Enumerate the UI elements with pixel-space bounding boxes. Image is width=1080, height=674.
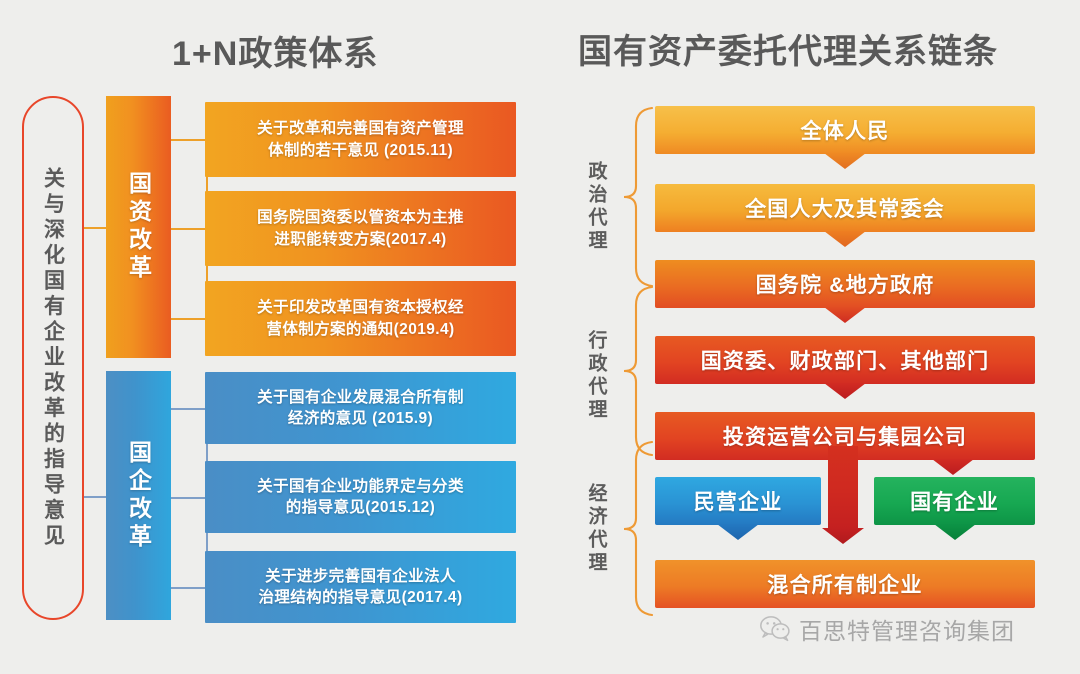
chain-box-3[interactable]: 国资委、财政部门、其他部门 <box>655 336 1035 399</box>
document-line-1: 关于国有企业功能界定与分类 <box>257 477 464 495</box>
root-policy-capsule <box>22 96 84 620</box>
connector-category-1-doc-3 <box>171 408 207 410</box>
chain-box-0[interactable]: 全体人民 <box>655 106 1035 169</box>
document-line-1: 关于进步完善国有企业法人 <box>265 567 456 585</box>
document-line-2: 体制的若干意见 (2015.11) <box>267 141 454 159</box>
document-line-2: 进职能转变方案(2017.4) <box>274 230 447 248</box>
document-box-3[interactable]: 关于国有企业发展混合所有制 经济的意见 (2015.9) <box>205 372 516 444</box>
policy-system-panel: 1+N政策体系 关与深化国有企业改革的指导意见 国资改革 国企改革 关于改革和完… <box>22 35 516 623</box>
document-line-1: 关于改革和完善国有资产管理 <box>257 120 464 138</box>
document-line-2: 营体制方案的通知(2019.4) <box>266 320 455 338</box>
chain-box-label: 国资委、财政部门、其他部门 <box>700 350 990 373</box>
category-bar-guozi-reform[interactable]: 国资改革 <box>106 96 171 358</box>
document-line-1: 关于国有企业发展混合所有制 <box>257 388 464 406</box>
chain-box-label: 全体人民 <box>800 120 890 143</box>
page-title-left: 1+N政策体系 <box>172 35 379 73</box>
connector-category-0-doc-2 <box>171 318 207 320</box>
document-box-2[interactable]: 关于印发改革国有资本授权经 营体制方案的通知(2019.4) <box>205 281 516 356</box>
chain-box-6[interactable]: 国有企业 <box>874 477 1035 540</box>
category-bar-guoqi-reform[interactable]: 国企改革 <box>106 371 171 620</box>
connector-investment-to-mixed <box>828 446 858 529</box>
chain-box-5[interactable]: 民营企业 <box>655 477 821 540</box>
document-line-1: 关于印发改革国有资本授权经 <box>257 299 464 317</box>
phase-label-political: 政治代理 <box>585 161 607 253</box>
wechat-icon <box>760 616 790 642</box>
connector-capsule-to-category-1 <box>84 496 108 498</box>
chain-box-label: 民营企业 <box>693 491 783 514</box>
root-policy-label: 关与深化国有企业改革的指导意见 <box>41 166 65 550</box>
chain-box-1[interactable]: 全国人大及其常委会 <box>655 184 1035 247</box>
connector-category-0-doc-1 <box>171 228 207 230</box>
chain-box-label: 全国人大及其常委会 <box>745 198 945 221</box>
brace-political <box>623 106 654 288</box>
watermark-text: 百思特管理咨询集团 <box>799 618 1015 644</box>
brace-administrative <box>623 285 654 457</box>
document-box-4[interactable]: 关于国有企业功能界定与分类 的指导意见(2015.12) <box>205 461 516 533</box>
chain-box-7[interactable]: 混合所有制企业 <box>655 560 1035 608</box>
phase-label-economic: 经济代理 <box>585 483 607 575</box>
document-box-5[interactable]: 关于进步完善国有企业法人 治理结构的指导意见(2017.4) <box>205 551 516 623</box>
connector-category-1-doc-5 <box>171 587 207 589</box>
document-box-1[interactable]: 国务院国资委以管资本为主推 进职能转变方案(2017.4) <box>205 191 516 266</box>
document-line-2: 的指导意见(2015.12) <box>285 499 436 516</box>
chain-box-label: 混合所有制企业 <box>767 574 923 597</box>
chain-box-label: 投资运营公司与集园公司 <box>722 426 968 449</box>
phase-label-administrative: 行政代理 <box>585 330 607 422</box>
page-title-right: 国有资产委托代理关系链条 <box>578 33 998 71</box>
chain-box-label: 国有企业 <box>910 491 999 514</box>
chain-box-label: 国务院 &地方政府 <box>755 274 935 297</box>
connector-category-0-doc-0 <box>171 139 207 141</box>
document-line-1: 国务院国资委以管资本为主推 <box>257 209 464 227</box>
agency-chain-panel: 国有资产委托代理关系链条 <box>540 0 1080 674</box>
connector-category-1-doc-4 <box>171 497 207 499</box>
brace-economic <box>623 440 654 617</box>
watermark: 百思特管理咨询集团 <box>760 612 1015 646</box>
document-line-2: 治理结构的指导意见(2017.4) <box>258 589 463 606</box>
document-line-2: 经济的意见 (2015.9) <box>287 410 434 427</box>
document-box-0[interactable]: 关于改革和完善国有资产管理 体制的若干意见 (2015.11) <box>205 102 516 177</box>
chain-box-2[interactable]: 国务院 &地方政府 <box>655 260 1035 323</box>
connector-capsule-to-category-0 <box>84 227 108 229</box>
